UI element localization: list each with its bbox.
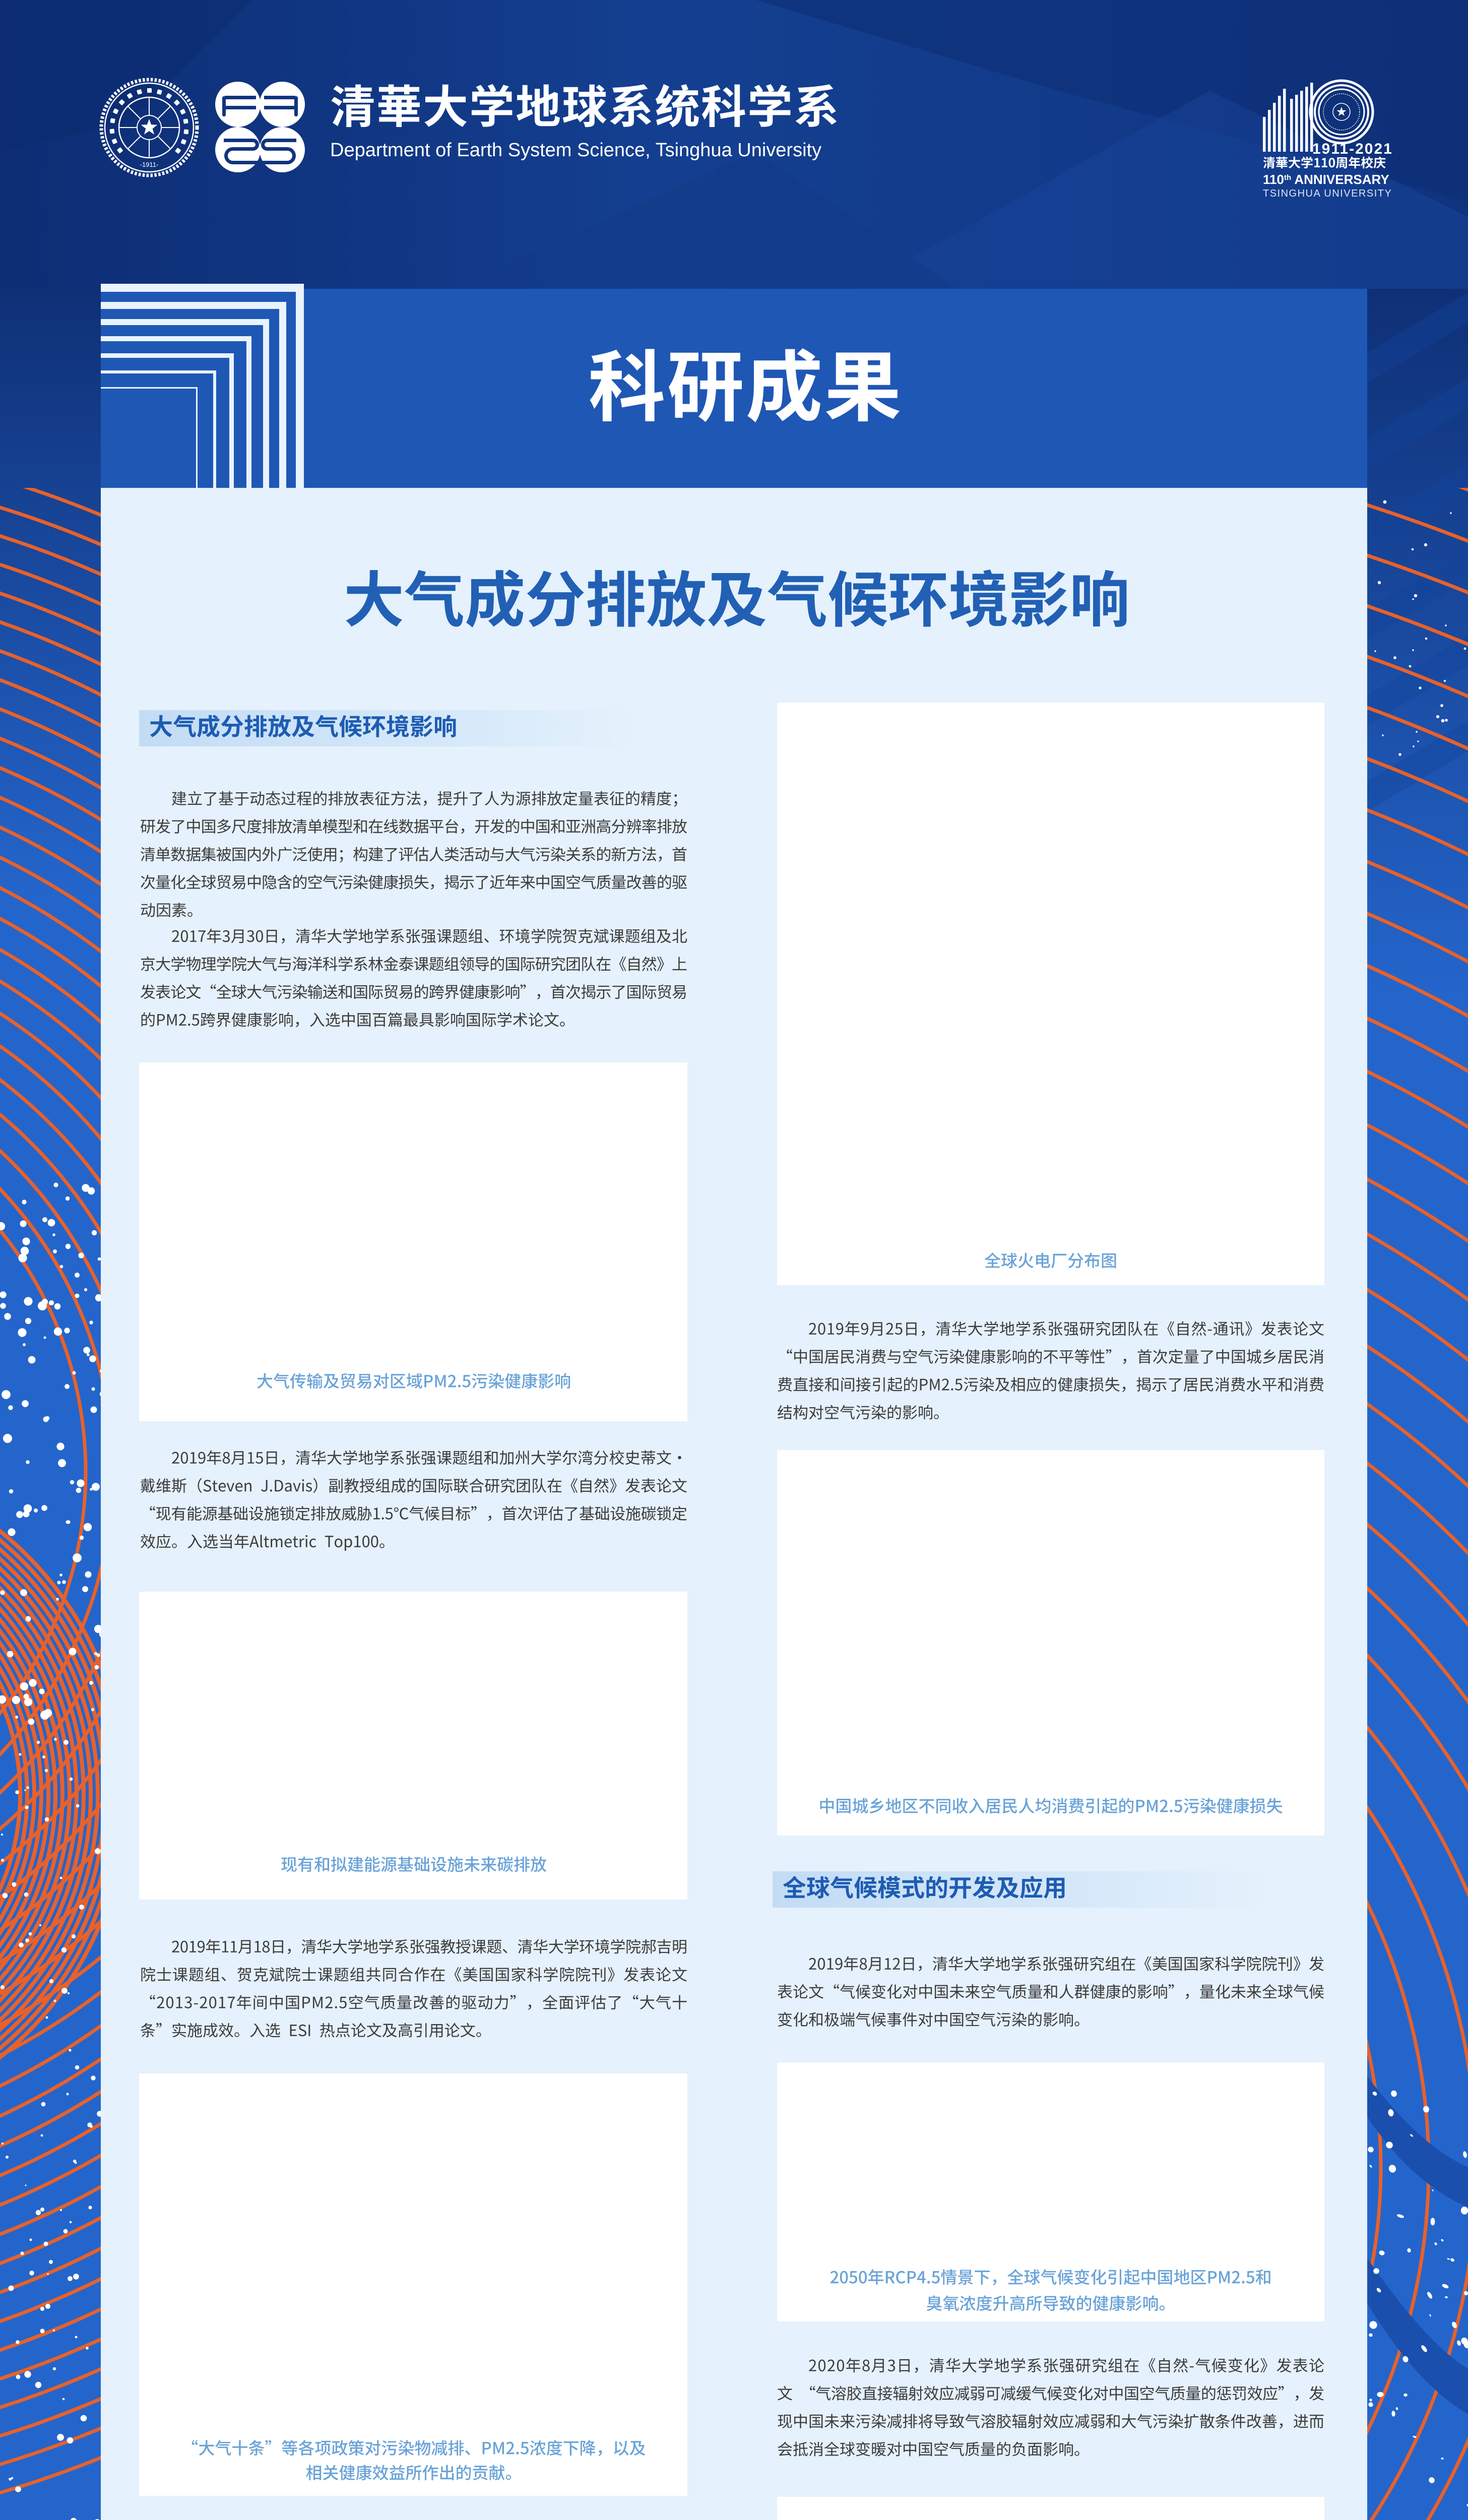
svg-text:-1911-: -1911- [140,161,159,168]
svg-text:110th ANNIVERSARY: 110th ANNIVERSARY [1263,172,1389,187]
svg-text:Department of Earth System Sci: Department of Earth System Science, Tsin… [330,140,821,161]
svg-text:1911-2021: 1911-2021 [1312,141,1393,157]
svg-text:TSINGHUA UNIVERSITY: TSINGHUA UNIVERSITY [1263,188,1392,199]
